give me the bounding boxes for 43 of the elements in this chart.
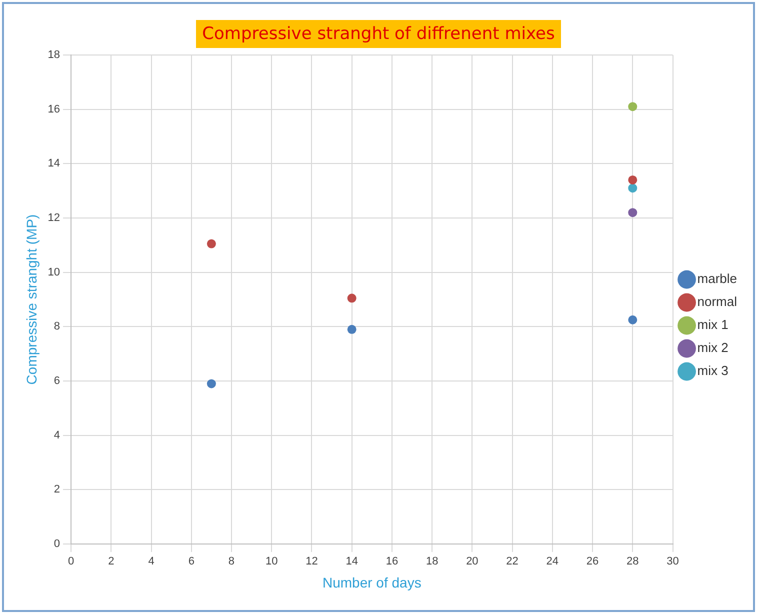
x-tick-label: 8 bbox=[228, 556, 235, 568]
chart-title: Compressive stranght of diffrenent mixes bbox=[196, 20, 561, 48]
x-tick-label: 14 bbox=[346, 556, 358, 568]
legend-label: mix 3 bbox=[697, 363, 728, 378]
point bbox=[347, 294, 356, 303]
x-tick-label: 16 bbox=[386, 556, 398, 568]
point bbox=[628, 208, 638, 218]
x-tick-label: 0 bbox=[68, 556, 74, 568]
y-tick-label: 16 bbox=[48, 103, 60, 116]
legend-label: mix 2 bbox=[697, 340, 728, 356]
x-tick-label: 2 bbox=[108, 556, 114, 568]
x-tick-label: 30 bbox=[666, 556, 679, 568]
y-tick-label: 8 bbox=[54, 320, 60, 333]
x-tick-label: 24 bbox=[546, 556, 559, 568]
y-tick-label: 2 bbox=[54, 484, 60, 496]
point bbox=[628, 315, 638, 324]
x-tick-label: 20 bbox=[466, 556, 478, 568]
x-tick-label: 22 bbox=[506, 556, 518, 568]
x-axis-title: Number of days bbox=[322, 574, 422, 590]
y-tick-label: 0 bbox=[54, 538, 60, 550]
y-tick-label: 6 bbox=[54, 375, 60, 388]
y-tick-label: 18 bbox=[48, 49, 60, 62]
y-tick-label: 12 bbox=[48, 212, 60, 224]
x-tick-label: 18 bbox=[426, 556, 438, 568]
point bbox=[628, 184, 638, 193]
y-tick-label: 4 bbox=[54, 429, 60, 442]
x-tick-label: 4 bbox=[148, 556, 154, 568]
point bbox=[206, 379, 216, 388]
x-tick-label: 10 bbox=[265, 556, 278, 568]
x-tick-label: 26 bbox=[586, 556, 599, 568]
point bbox=[206, 239, 216, 248]
y-tick-label: 10 bbox=[48, 266, 60, 278]
x-tick-label: 6 bbox=[188, 556, 194, 568]
legend-label: normal bbox=[697, 294, 738, 310]
x-tick-label: 12 bbox=[306, 556, 318, 568]
point bbox=[347, 324, 356, 334]
y-axis-title: Compressive stranght (MP) bbox=[23, 214, 40, 385]
point bbox=[628, 102, 638, 112]
y-tick-label: 14 bbox=[48, 158, 60, 170]
x-tick-label: 28 bbox=[626, 556, 639, 568]
legend-label: mix 1 bbox=[697, 317, 728, 332]
point bbox=[628, 175, 638, 184]
legend-label: marble bbox=[697, 271, 738, 286]
